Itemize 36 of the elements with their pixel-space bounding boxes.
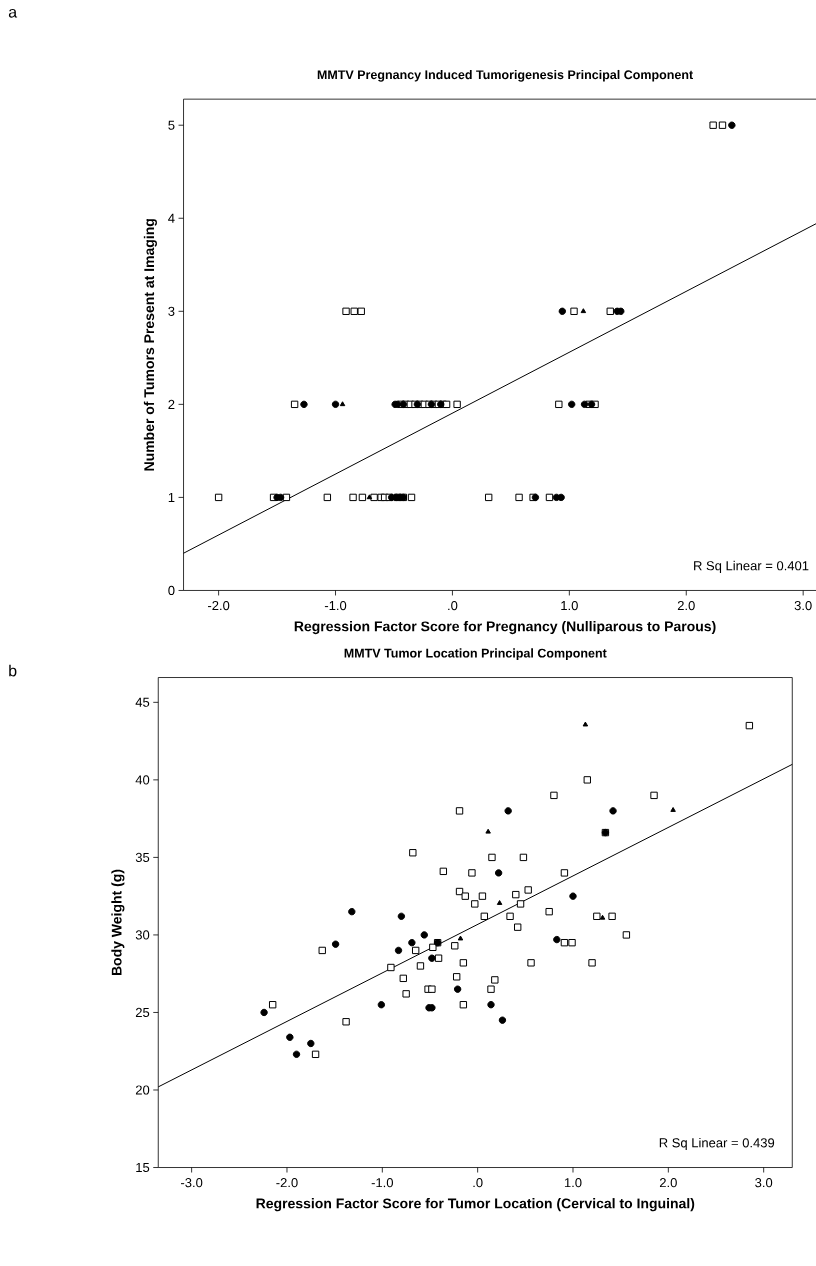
y-axis-title: Body Weight (g) [111,869,125,976]
x-tick-label: 1.0 [561,600,578,611]
y-axis-title: Number of Tumors Present at Imaging [143,219,157,471]
x-tick-label: 3.0 [755,1178,773,1188]
x-tick-label: 3.0 [794,600,812,611]
y-tick-label: 35 [135,852,150,862]
annotation: R Sq Linear = 0.439 [659,1137,775,1151]
x-tick-label: -1.0 [324,600,347,611]
y-tick-label: 3 [168,306,175,316]
y-tick-label: 15 [136,1163,150,1173]
y-tick-label: 30 [135,930,150,940]
text: a [8,8,18,18]
x-tick-label: -1.0 [371,1178,393,1188]
y-tick-label: 25 [135,1007,150,1018]
text: b [9,664,17,677]
x-tick-label: 2.0 [659,1178,677,1188]
y-tick-label: 1 [168,492,175,502]
y-tick-label: 45 [135,697,150,707]
x-tick-label: -2.0 [276,1178,298,1188]
y-tick-label: 2 [168,399,175,409]
y-tick-label: 0 [168,585,175,596]
y-tick-label: 40 [135,775,150,785]
y-tick-label: 20 [135,1085,150,1095]
x-axis-title: Regression Factor Score for Pregnancy (Nulliparous to Parous) [294,621,716,635]
x-tick-label: 1.0 [564,1178,582,1188]
annotation: R Sq Linear = 0.401 [694,560,809,573]
x-tick-label: -3.0 [181,1178,203,1188]
chart-title: MMTV Pregnancy Induced Tumorigenesis Principal Component [317,69,693,82]
chart-title: MMTV Tumor Location Principal Component [344,648,607,661]
x-axis-title: Regression Factor Score for Tumor Location (Cervical to Inguinal) [256,1198,695,1212]
x-tick-label: .0 [473,1178,483,1188]
x-tick-label: -2.0 [208,600,230,611]
x-tick-label: .0 [448,600,458,611]
x-tick-label: 2.0 [677,600,695,611]
y-tick-label: 4 [168,213,175,223]
y-tick-label: 5 [168,120,175,130]
